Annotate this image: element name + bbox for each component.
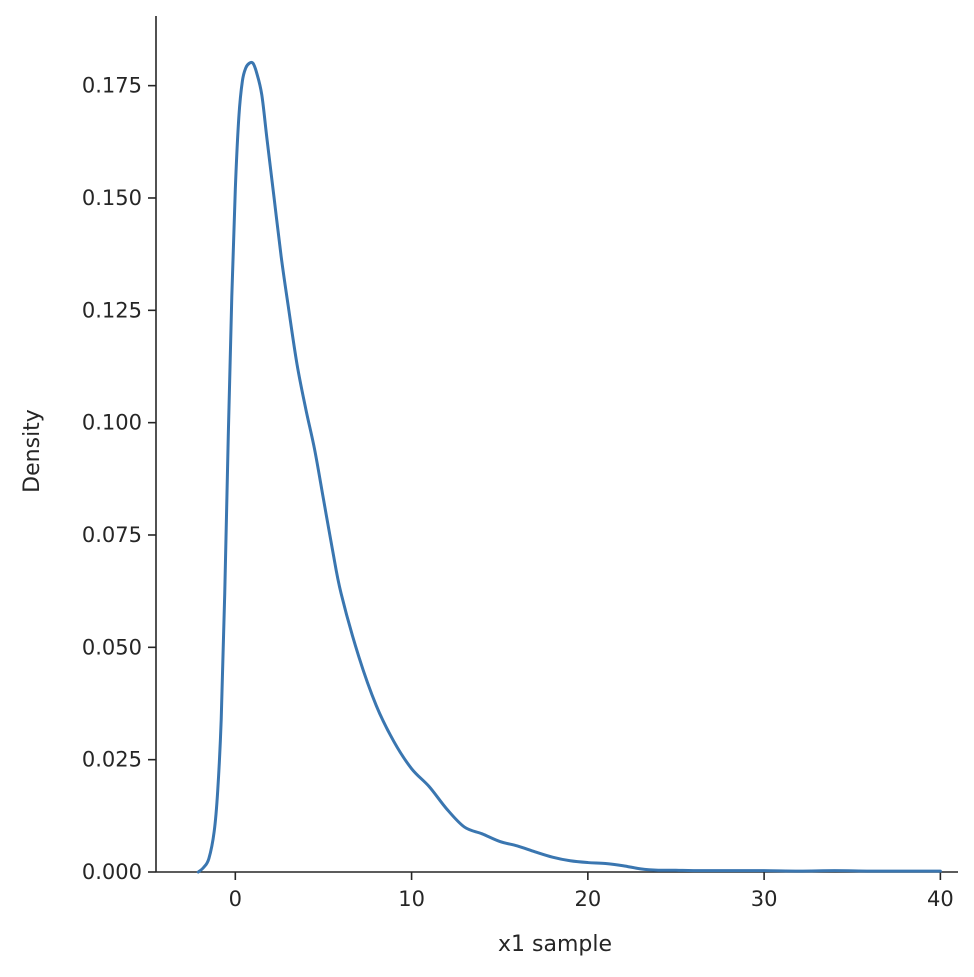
y-tick-label: 0.150: [82, 186, 142, 210]
x-tick-label: 0: [229, 887, 242, 911]
x-tick-label: 30: [751, 887, 778, 911]
x-tick-label: 20: [574, 887, 601, 911]
x-axis-label: x1 sample: [498, 932, 612, 957]
y-axis-ticks: 0.000 0.025 0.050 0.075 0.100 0.125 0.150 0.175: [82, 74, 156, 884]
y-tick-label: 0.000: [82, 860, 142, 884]
x-tick-label: 10: [398, 887, 425, 911]
y-tick-label: 0.125: [82, 298, 142, 322]
y-tick-label: 0.075: [82, 523, 142, 547]
density-curve: [196, 60, 942, 874]
y-tick-label: 0.100: [82, 411, 142, 435]
x-tick-label: 40: [927, 887, 954, 911]
y-tick-label: 0.050: [82, 635, 142, 659]
x-axis-ticks: 0 10 20 30 40: [229, 872, 954, 911]
y-tick-label: 0.175: [82, 74, 142, 98]
y-axis-label: Density: [20, 409, 45, 493]
y-tick-label: 0.025: [82, 748, 142, 772]
